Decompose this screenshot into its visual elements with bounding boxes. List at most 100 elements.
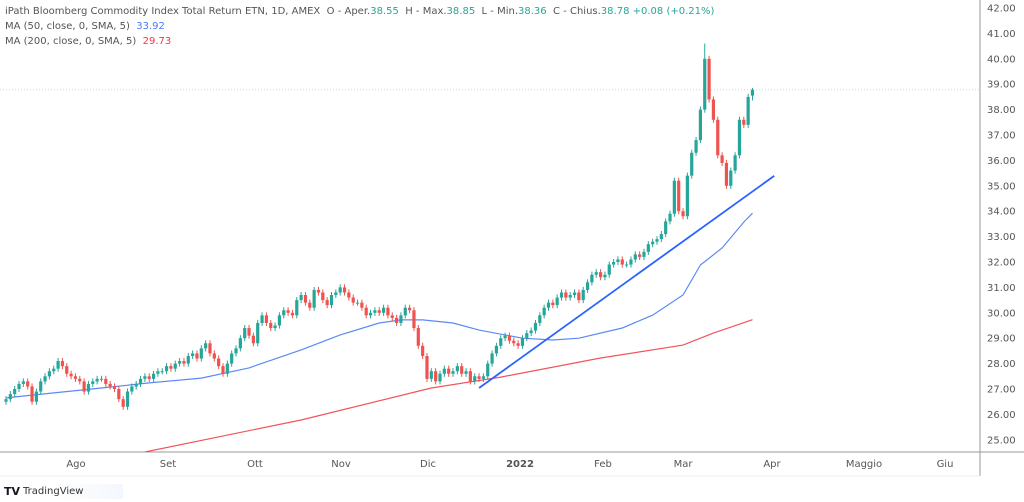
candle-body[interactable] [581, 289, 585, 301]
candle-body[interactable] [8, 394, 12, 400]
candle-body[interactable] [191, 353, 195, 356]
candle-body[interactable] [577, 292, 581, 301]
candle-body[interactable] [473, 376, 477, 382]
candle-body[interactable] [559, 292, 564, 298]
candle-body[interactable] [516, 343, 520, 346]
candle-body[interactable] [147, 376, 151, 379]
candle-body[interactable] [698, 109, 702, 141]
candle-body[interactable] [117, 389, 121, 400]
ma50-legend-row[interactable]: MA (50, close, 0, SMA, 5) 33.92 [5, 19, 714, 34]
candle-body[interactable] [95, 378, 99, 382]
candle-body[interactable] [455, 366, 459, 372]
candle-body[interactable] [542, 307, 546, 316]
candle-body[interactable] [160, 371, 164, 373]
candle-body[interactable] [503, 335, 507, 339]
candle-body[interactable] [551, 302, 555, 306]
candle-body[interactable] [481, 376, 485, 379]
candle-body[interactable] [334, 292, 338, 296]
candle-body[interactable] [43, 376, 47, 382]
candle-body[interactable] [208, 343, 212, 354]
candle-body[interactable] [325, 300, 329, 306]
candle-body[interactable] [256, 322, 260, 344]
price-chart[interactable]: 42.00 41.00 40.00 39.00 38.00 37.00 36.00 35.00… [0, 0, 1024, 480]
candle-body[interactable] [395, 317, 399, 323]
candle-body[interactable] [342, 287, 347, 293]
candle-body[interactable] [564, 292, 568, 298]
candle-body[interactable] [403, 307, 407, 316]
candle-body[interactable] [347, 292, 351, 298]
candle-body[interactable] [664, 221, 668, 235]
candle-body[interactable] [538, 315, 542, 323]
candle-body[interactable] [442, 368, 446, 374]
candle-body[interactable] [56, 361, 60, 369]
candle-body[interactable] [260, 315, 264, 323]
candle-body[interactable] [234, 348, 238, 354]
candle-body[interactable] [477, 376, 481, 379]
candle-body[interactable] [416, 328, 420, 346]
candle-body[interactable] [47, 371, 51, 377]
candle-body[interactable] [264, 315, 268, 323]
candle-body[interactable] [108, 383, 112, 387]
candle-body[interactable] [308, 302, 312, 308]
candle-body[interactable] [668, 213, 672, 222]
candle-body[interactable] [282, 310, 286, 316]
candle-body[interactable] [512, 340, 516, 344]
candle-body[interactable] [212, 353, 216, 359]
candle-body[interactable] [151, 373, 156, 379]
candle-body[interactable] [447, 368, 451, 374]
candle-body[interactable] [750, 89, 755, 96]
candle-body[interactable] [73, 376, 78, 379]
candle-body[interactable] [199, 348, 203, 359]
candle-body[interactable] [520, 338, 525, 346]
candle-body[interactable] [316, 289, 321, 293]
candle-body[interactable] [91, 381, 95, 384]
candle-body[interactable] [525, 333, 529, 339]
candle-body[interactable] [156, 371, 160, 374]
candle-body[interactable] [60, 361, 65, 367]
candle-body[interactable] [746, 96, 750, 125]
candle-body[interactable] [434, 371, 438, 382]
candle-body[interactable] [230, 353, 234, 364]
candle-body[interactable] [134, 383, 138, 387]
candle-body[interactable] [321, 292, 325, 301]
candle-body[interactable] [364, 307, 368, 316]
candle-body[interactable] [286, 310, 290, 313]
candle-body[interactable] [494, 345, 499, 354]
candle-body[interactable] [251, 335, 255, 344]
candle-body[interactable] [690, 152, 694, 176]
candle-body[interactable] [642, 251, 646, 257]
candle-body[interactable] [247, 328, 251, 336]
candle-body[interactable] [490, 353, 494, 364]
candle-body[interactable] [186, 355, 190, 364]
candle-body[interactable] [217, 358, 221, 367]
candle-body[interactable] [629, 259, 633, 265]
candle-body[interactable] [39, 381, 43, 392]
candle-body[interactable] [451, 371, 455, 374]
candle-body[interactable] [295, 300, 299, 316]
candle-body[interactable] [69, 373, 73, 377]
candle-body[interactable] [338, 287, 342, 293]
candle-body[interactable] [355, 302, 360, 304]
candle-body[interactable] [633, 254, 637, 260]
candle-body[interactable] [694, 140, 698, 153]
candle-body[interactable] [204, 343, 208, 349]
candle-body[interactable] [164, 366, 169, 372]
candle-body[interactable] [616, 259, 620, 262]
candle-body[interactable] [21, 381, 25, 384]
trendline-drawing[interactable] [478, 175, 775, 389]
candle-body[interactable] [460, 366, 464, 374]
candle-body[interactable] [486, 363, 490, 377]
candle-body[interactable] [742, 119, 746, 125]
candle-body[interactable] [277, 315, 282, 326]
candle-body[interactable] [386, 307, 390, 316]
candle-body[interactable] [351, 297, 355, 303]
candle-body[interactable] [225, 363, 229, 374]
candle-body[interactable] [34, 391, 38, 402]
candle-body[interactable] [178, 361, 182, 364]
candle-body[interactable] [603, 274, 607, 278]
candle-body[interactable] [612, 262, 616, 265]
candle-body[interactable] [533, 322, 538, 331]
candle-body[interactable] [659, 234, 663, 240]
ma200-line[interactable] [144, 319, 753, 452]
candle-body[interactable] [707, 58, 711, 100]
